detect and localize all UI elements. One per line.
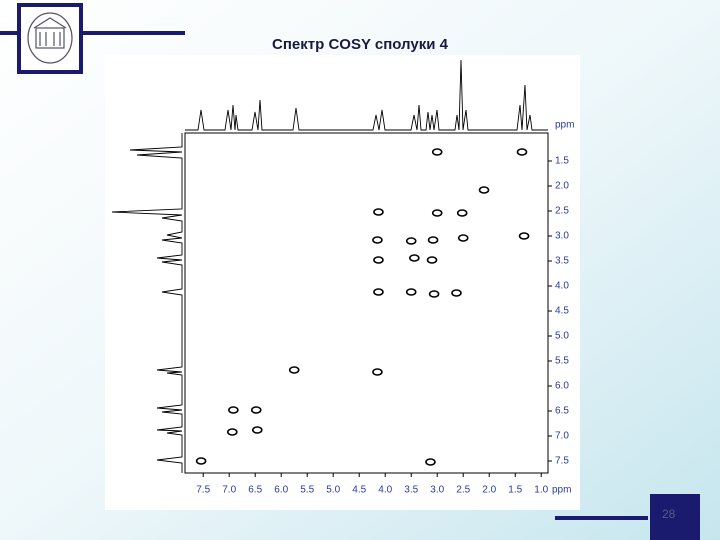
x-tick-label: 3.5 xyxy=(404,485,418,496)
cross-peak xyxy=(431,148,443,156)
logo-ring xyxy=(27,12,73,64)
cross-peak xyxy=(373,288,384,296)
y-tick-label: 5.0 xyxy=(555,331,569,342)
cross-peak xyxy=(372,368,383,376)
y-tick-label: 3.5 xyxy=(555,256,569,267)
cross-peak xyxy=(372,236,383,244)
x-tick-label: 5.5 xyxy=(300,485,314,496)
cross-peak xyxy=(227,428,238,436)
y-axis-label: ppm xyxy=(555,120,574,131)
x-axis-label: ppm xyxy=(552,485,571,496)
y-tick-label: 3.0 xyxy=(555,231,569,242)
cross-peak xyxy=(195,457,207,465)
logo-building xyxy=(35,27,65,49)
cross-peak xyxy=(431,209,443,217)
cross-peak xyxy=(516,148,528,156)
cross-peak xyxy=(409,254,420,262)
x-tick-label: 7.0 xyxy=(222,485,236,496)
x-tick-label: 1.0 xyxy=(534,485,548,496)
slide-title: Спектр COSY сполуки 4 xyxy=(272,36,449,53)
cross-peak xyxy=(451,289,462,297)
x-tick-label: 5.0 xyxy=(326,485,340,496)
x-tick-label: 6.0 xyxy=(274,485,288,496)
x-tick-label: 2.0 xyxy=(482,485,496,496)
x-tick-label: 4.0 xyxy=(378,485,392,496)
y-tick-label: 6.0 xyxy=(555,381,569,392)
cross-peak xyxy=(405,288,417,296)
plot-frame xyxy=(184,132,549,474)
y-tick-label: 1.5 xyxy=(555,156,569,167)
y-tick-label: 2.5 xyxy=(555,206,569,217)
cross-peak xyxy=(373,256,384,264)
y-tick-label: 4.5 xyxy=(555,306,569,317)
x-tick-label: 1.5 xyxy=(508,485,522,496)
cross-peak xyxy=(457,234,469,242)
cross-peak xyxy=(427,236,439,244)
x-tick-label: 7.5 xyxy=(196,485,210,496)
y-tick-label: 2.0 xyxy=(555,181,569,192)
cross-peak xyxy=(478,186,490,194)
cross-peak xyxy=(518,232,530,240)
x-tick-label: 6.5 xyxy=(248,485,262,496)
chart-area xyxy=(105,55,580,510)
y-tick-label: 6.5 xyxy=(555,406,569,417)
cross-peak xyxy=(373,208,384,216)
cross-peak xyxy=(426,256,438,264)
y-tick-label: 4.0 xyxy=(555,281,569,292)
logo xyxy=(27,12,73,64)
y-tick-label: 5.5 xyxy=(555,356,569,367)
logo-frame xyxy=(17,3,83,74)
cross-peak xyxy=(425,458,436,466)
cross-peak xyxy=(228,406,239,414)
x-tick-label: 3.0 xyxy=(430,485,444,496)
x-tick-label: 2.5 xyxy=(456,485,470,496)
cross-peak xyxy=(456,209,468,217)
top-projection xyxy=(185,59,548,131)
y-tick-label: 7.5 xyxy=(555,456,569,467)
cross-peak xyxy=(428,290,440,298)
logo-detail xyxy=(33,17,67,46)
cross-peak xyxy=(250,406,262,414)
page-box xyxy=(650,494,700,540)
x-tick-label: 4.5 xyxy=(352,485,366,496)
cross-peak xyxy=(251,426,263,434)
page-number: 28 xyxy=(662,507,676,521)
left-projection xyxy=(111,133,183,473)
cross-peak xyxy=(405,237,417,245)
y-tick-label: 7.0 xyxy=(555,431,569,442)
cross-peak xyxy=(288,366,300,374)
